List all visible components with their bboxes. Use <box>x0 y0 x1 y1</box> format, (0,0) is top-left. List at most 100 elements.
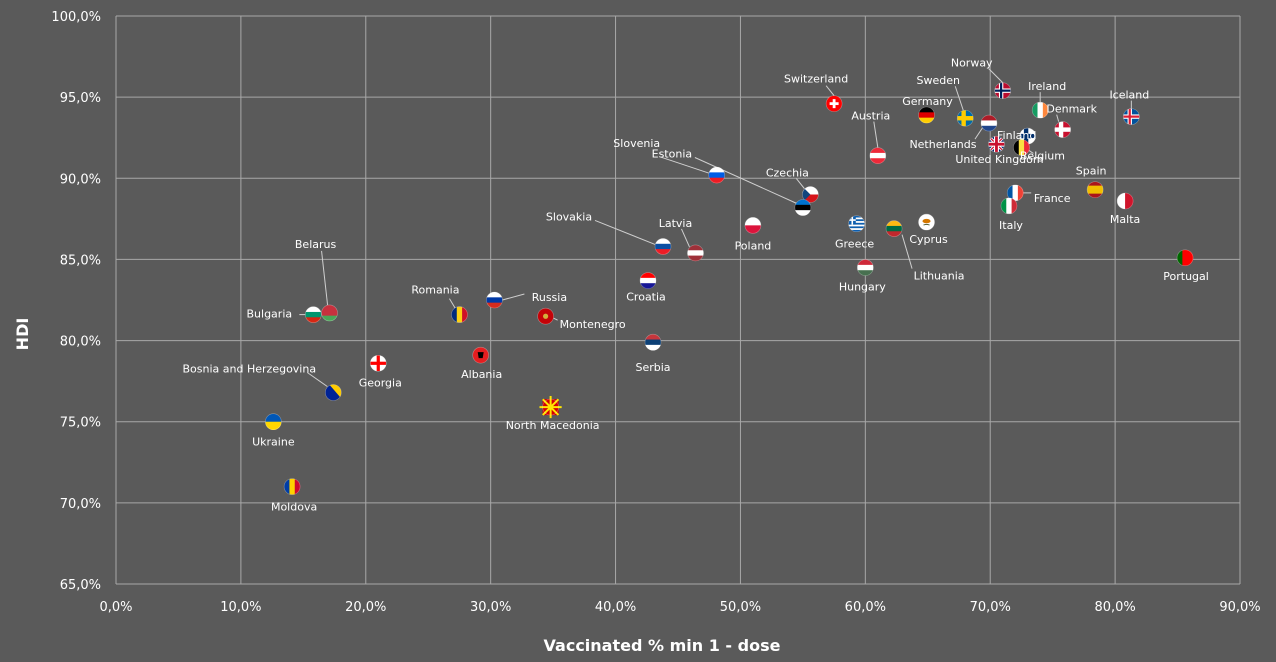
point-ring <box>848 215 865 233</box>
point-ring <box>472 346 489 364</box>
point-ring <box>956 109 974 127</box>
x-tick-label: 50,0% <box>720 600 761 615</box>
leader-line <box>795 178 805 189</box>
x-axis-title: Vaccinated % min 1 - dose <box>544 636 781 655</box>
leader-line <box>660 156 709 174</box>
flag-icon <box>305 306 322 323</box>
point-ring <box>1116 192 1134 210</box>
leader-line <box>502 293 525 301</box>
point-ring <box>869 147 887 164</box>
flag-icon <box>486 292 503 309</box>
y-tick-label: 95,0% <box>60 91 101 106</box>
point-label: Bulgaria <box>247 308 293 321</box>
point-ring <box>654 238 672 255</box>
flag-icon <box>886 220 903 237</box>
point-label: Russia <box>532 291 567 304</box>
flag-icon <box>537 308 554 325</box>
point-ring <box>825 95 843 112</box>
leader-line <box>449 298 456 309</box>
leader-line <box>307 372 328 387</box>
flag-icon <box>708 167 725 184</box>
point-label: Germany <box>902 95 953 108</box>
leader-line <box>681 228 690 248</box>
point-ring <box>1031 101 1049 119</box>
point-label: Hungary <box>839 281 886 294</box>
flag-icon <box>655 238 672 255</box>
flag-icon <box>794 199 811 216</box>
point-ring <box>794 199 812 216</box>
leader-line <box>988 68 1004 84</box>
point-ring <box>486 291 503 309</box>
flag-icon <box>645 334 662 351</box>
flag-icon <box>1000 197 1018 214</box>
flag-icon <box>994 82 1011 99</box>
x-tick-label: 70,0% <box>970 600 1011 615</box>
point-label: Romania <box>411 284 459 297</box>
point-ring <box>918 106 935 124</box>
flag-icon <box>869 147 886 164</box>
point-ring <box>994 82 1012 99</box>
grid <box>115 15 1241 585</box>
flag-icon <box>640 272 657 289</box>
point-ring <box>1054 121 1071 138</box>
leader-line <box>954 86 964 111</box>
point-label: Greece <box>835 238 874 251</box>
point-ring <box>980 114 998 132</box>
leader-line <box>873 121 879 148</box>
leader-line <box>594 219 656 245</box>
point-label: Cyprus <box>909 233 948 246</box>
point-ring <box>283 478 301 495</box>
point-label: Czechia <box>766 167 809 180</box>
point-ring <box>1000 197 1018 215</box>
point-label: Serbia <box>635 361 670 374</box>
x-tick-label: 30,0% <box>470 600 511 615</box>
leader-line <box>553 317 558 321</box>
flag-icon <box>472 347 489 364</box>
point-ring <box>1176 249 1194 267</box>
flag-icon <box>918 106 935 124</box>
y-tick-label: 65,0% <box>60 578 101 593</box>
flag-icon <box>321 304 338 322</box>
point-label: Sweden <box>917 74 960 87</box>
point-label: Finland <box>997 129 1036 142</box>
flag-icon <box>539 395 562 419</box>
point-label: Portugal <box>1163 270 1209 283</box>
point-labels: Switzerland Norway Ireland Iceland Germany Sw… <box>183 57 1209 514</box>
point-label: France <box>1034 192 1071 205</box>
point-ring <box>1086 181 1104 198</box>
point-ring <box>644 333 662 351</box>
point-label: Latvia <box>659 217 693 230</box>
point-ring <box>305 306 322 323</box>
point-label: Slovenia <box>613 137 660 150</box>
x-tick-label: 0,0% <box>99 600 132 615</box>
leader-line <box>901 234 913 269</box>
flag-icon <box>265 413 282 431</box>
point-ring <box>325 384 342 401</box>
point-ring <box>687 244 704 262</box>
x-tick-label: 10,0% <box>220 600 261 615</box>
point-ring <box>708 166 726 184</box>
flag-icon <box>1007 184 1024 201</box>
y-tick-label: 85,0% <box>60 253 101 268</box>
point-ring <box>1123 108 1140 125</box>
y-tick-label: 100,0% <box>51 10 101 25</box>
flag-icon <box>848 215 865 232</box>
point-label: Iceland <box>1109 89 1149 102</box>
point-label: Ireland <box>1028 80 1066 93</box>
point-label: Georgia <box>359 376 402 389</box>
flag-icon <box>1032 102 1049 119</box>
point-ring <box>885 220 903 237</box>
flag-icon <box>802 186 819 203</box>
point-label: Malta <box>1110 213 1140 226</box>
axis-ticks: 0,0% 10,0% 20,0% 30,0% 40,0% 50,0% 60,0% 70,0% 8… <box>51 10 1260 615</box>
point-ring <box>1013 139 1030 156</box>
flag-icon <box>1177 249 1194 266</box>
flag-icon <box>980 115 997 132</box>
point-label: Slovakia <box>546 210 592 223</box>
point-ring <box>918 213 935 231</box>
y-axis-title: HDI <box>13 318 32 351</box>
flag-icon <box>988 136 1005 153</box>
point-ring <box>369 354 387 372</box>
y-tick-label: 70,0% <box>60 497 101 512</box>
